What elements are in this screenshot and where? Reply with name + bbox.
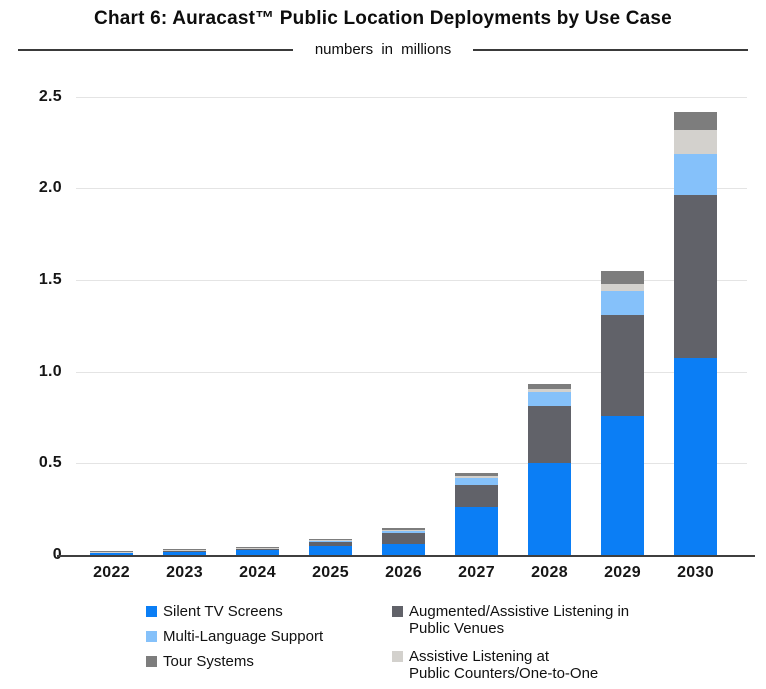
legend-swatch-public-venues	[392, 606, 403, 617]
subtitle-rule-right	[473, 48, 749, 51]
x-axis-label-2028: 2028	[531, 564, 568, 581]
bar-segment-silent-tv-screens-2028	[528, 463, 571, 555]
legend-item-assistive-listening-at-public-counters-one-to-one: Assistive Listening at Public Counters/On…	[392, 648, 629, 682]
y-axis-label-1.0: 1.0	[38, 362, 62, 380]
x-axis-label-2026: 2026	[385, 564, 422, 581]
bar-segment-multi-language-support-2028	[528, 391, 571, 406]
bar-segment-tour-systems-2024	[236, 546, 279, 548]
legend-label: Multi-Language Support	[163, 628, 324, 645]
bar-segment-multi-language-support-2027	[455, 478, 498, 485]
gridline-1.0	[76, 371, 747, 373]
bar-segment-silent-tv-screens-2027	[455, 507, 498, 555]
x-axis-label-2029: 2029	[604, 564, 641, 581]
x-axis-label-2024: 2024	[239, 564, 276, 581]
bar-segment-silent-tv-screens-2026	[382, 544, 425, 555]
bar-segment-tour-systems-2025	[309, 539, 352, 541]
bar-segment-tour-systems-2030	[674, 112, 717, 131]
y-axis-label-2.0: 2.0	[38, 179, 62, 197]
gridline-2.5	[76, 96, 747, 98]
bar-segment-assistive-listening-at-public-counters-one-to-one-2027	[455, 476, 498, 479]
legend-label: Silent TV Screens	[163, 603, 283, 620]
bar-segment-multi-language-support-2029	[601, 290, 644, 315]
x-axis-label-2023: 2023	[166, 564, 203, 581]
bar-segment-silent-tv-screens-2024	[236, 550, 279, 555]
x-axis-line	[57, 555, 755, 557]
bar-segment-tour-systems-2029	[601, 270, 644, 285]
bar-segment-assistive-listening-at-public-counters-one-to-one-2029	[601, 284, 644, 291]
bar-segment-augmented-assistive-listening-in-public-venues-2026	[382, 533, 425, 544]
bar-segment-silent-tv-screens-2022	[90, 552, 133, 555]
bar-segment-silent-tv-screens-2030	[674, 357, 717, 555]
bar-segment-silent-tv-screens-2029	[601, 415, 644, 555]
legend-item-multi-language-support: Multi-Language Support	[146, 628, 323, 645]
gridline-0.5	[76, 463, 747, 465]
y-axis-label-0: 0	[0, 546, 62, 564]
bar-segment-assistive-listening-at-public-counters-one-to-one-2026	[382, 530, 425, 531]
y-axis-label-2.5: 2.5	[38, 87, 62, 105]
y-axis-label-0.5: 0.5	[38, 454, 62, 472]
bar-segment-tour-systems-2023	[163, 548, 206, 550]
legend-swatch-multi-language	[146, 631, 157, 642]
bar-segment-assistive-listening-at-public-counters-one-to-one-2028	[528, 389, 571, 392]
x-axis-label-2027: 2027	[458, 564, 495, 581]
legend-label: Assistive Listening at Public Counters/On…	[409, 648, 599, 682]
gridline-1.5	[76, 279, 747, 281]
bar-segment-tour-systems-2028	[528, 383, 571, 390]
bar-segment-silent-tv-screens-2023	[163, 551, 206, 555]
legend-column-right: Augmented/Assistive Listening in Public V…	[392, 603, 629, 682]
bar-segment-augmented-assistive-listening-in-public-venues-2024	[236, 548, 279, 551]
x-axis-label-2030: 2030	[677, 564, 714, 581]
bar-segment-multi-language-support-2024	[236, 548, 279, 549]
bar-segment-augmented-assistive-listening-in-public-venues-2028	[528, 405, 571, 464]
legend-swatch-silent-tv	[146, 606, 157, 617]
legend-label: Tour Systems	[163, 653, 254, 670]
legend-swatch-tour-systems	[146, 656, 157, 667]
bar-segment-tour-systems-2022	[90, 550, 133, 552]
bar-segment-multi-language-support-2023	[163, 550, 206, 551]
bar-segment-assistive-listening-at-public-counters-one-to-one-2030	[674, 130, 717, 155]
y-axis-label-1.5: 1.5	[38, 270, 62, 288]
gridline-2.0	[76, 188, 747, 190]
legend-column-left: Silent TV Screens Multi-Language Support T…	[146, 603, 323, 670]
bar-segment-augmented-assistive-listening-in-public-venues-2023	[163, 550, 206, 552]
bar-segment-augmented-assistive-listening-in-public-venues-2029	[601, 314, 644, 416]
legend-item-silent-tv-screens: Silent TV Screens	[146, 603, 323, 620]
bar-segment-multi-language-support-2030	[674, 154, 717, 195]
chart-title: Chart 6: Auracast™ Public Location Deplo…	[94, 8, 672, 29]
legend-item-tour-systems: Tour Systems	[146, 653, 323, 670]
chart-subtitle-row: numbers in millions	[18, 41, 749, 58]
legend-swatch-public-counters	[392, 651, 403, 662]
x-axis-label-2025: 2025	[312, 564, 349, 581]
bar-segment-tour-systems-2026	[382, 528, 425, 531]
bar-segment-multi-language-support-2025	[309, 540, 352, 542]
bar-segment-silent-tv-screens-2025	[309, 546, 352, 555]
subtitle-rule-left	[18, 48, 293, 51]
x-axis-label-2022: 2022	[93, 564, 130, 581]
legend-item-augmented-assistive-listening-in-public-venues: Augmented/Assistive Listening in Public V…	[392, 603, 629, 637]
bar-segment-augmented-assistive-listening-in-public-venues-2027	[455, 484, 498, 508]
bar-segment-multi-language-support-2026	[382, 530, 425, 534]
legend-label: Augmented/Assistive Listening in Public V…	[409, 603, 630, 637]
bar-segment-augmented-assistive-listening-in-public-venues-2022	[90, 552, 133, 553]
bar-segment-augmented-assistive-listening-in-public-venues-2030	[674, 194, 717, 358]
bar-segment-tour-systems-2027	[455, 473, 498, 477]
chart-subtitle: numbers in millions	[314, 41, 452, 58]
bar-segment-augmented-assistive-listening-in-public-venues-2025	[309, 541, 352, 547]
